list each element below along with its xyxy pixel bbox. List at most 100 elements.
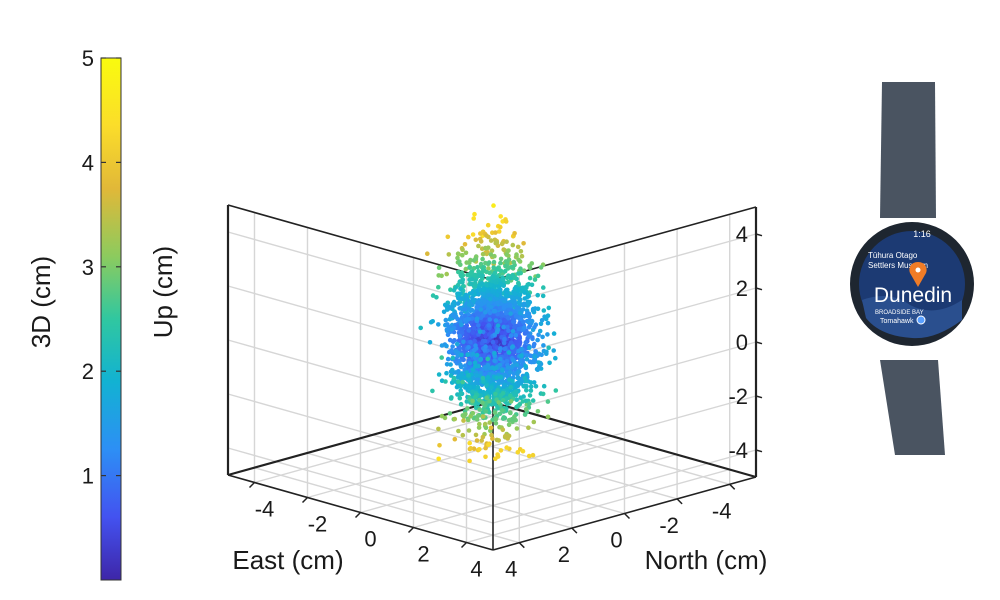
data-point xyxy=(494,375,499,381)
data-point xyxy=(478,261,484,267)
data-point xyxy=(487,420,493,425)
data-point xyxy=(447,337,453,343)
north-tick-mark xyxy=(407,526,415,534)
data-point xyxy=(484,282,489,288)
data-point xyxy=(481,321,486,327)
data-point xyxy=(476,425,482,430)
colorbar-tick-label: 4 xyxy=(82,150,94,175)
location-dot-icon xyxy=(916,315,926,325)
data-point xyxy=(523,407,529,412)
data-point xyxy=(510,358,516,363)
data-point xyxy=(462,317,468,323)
data-point xyxy=(472,360,478,366)
watch-strap-top xyxy=(880,82,936,218)
data-point xyxy=(477,329,483,335)
data-point xyxy=(520,448,526,454)
data-point xyxy=(436,372,442,377)
data-point xyxy=(505,315,511,321)
data-point xyxy=(472,272,478,278)
data-point xyxy=(494,329,500,335)
data-point xyxy=(503,433,509,439)
data-point xyxy=(531,344,536,349)
data-point xyxy=(504,396,509,401)
data-point xyxy=(467,264,473,270)
data-point xyxy=(459,311,464,316)
data-point xyxy=(522,375,528,381)
data-point xyxy=(450,301,456,307)
data-point xyxy=(544,349,549,355)
data-point xyxy=(533,384,539,389)
data-point xyxy=(430,293,436,298)
watch-street-label: Tomahawk xyxy=(880,318,914,325)
data-point xyxy=(436,456,442,462)
data-point xyxy=(508,393,513,399)
data-point xyxy=(493,230,498,235)
data-point xyxy=(462,363,468,369)
data-point xyxy=(501,305,507,311)
data-point xyxy=(516,257,521,263)
data-point xyxy=(511,319,516,324)
data-point xyxy=(533,322,539,328)
data-point xyxy=(477,421,482,427)
data-point xyxy=(531,359,537,365)
data-point xyxy=(522,325,527,331)
data-point xyxy=(508,340,514,345)
data-point xyxy=(504,259,510,265)
data-point xyxy=(517,342,522,348)
data-point xyxy=(470,290,475,295)
data-point xyxy=(545,320,551,326)
data-point xyxy=(468,308,473,313)
data-point xyxy=(473,281,478,287)
data-point xyxy=(483,409,489,414)
data-point xyxy=(530,452,536,458)
data-point xyxy=(481,414,486,419)
data-point xyxy=(488,238,494,243)
data-point xyxy=(521,384,526,389)
data-point xyxy=(499,241,505,247)
data-point xyxy=(501,324,506,330)
data-point xyxy=(506,248,511,253)
data-point xyxy=(448,362,453,367)
data-point xyxy=(474,417,480,422)
data-point xyxy=(479,438,485,443)
data-point xyxy=(507,370,513,375)
data-point xyxy=(492,253,497,259)
data-point xyxy=(495,311,500,317)
data-point xyxy=(488,296,493,302)
data-point xyxy=(455,291,460,297)
data-point xyxy=(459,330,465,336)
up-axis-ticks: 4 2 0 -2 -4 xyxy=(728,222,763,463)
data-point xyxy=(453,370,459,375)
data-point xyxy=(470,330,476,336)
data-point xyxy=(482,338,488,344)
plot-3d: 4 2 0 -2 -4 -4 -2 0 2 4 -4 -2 0 2 4 Up (cm) East (cm… xyxy=(148,203,767,582)
data-point xyxy=(502,346,508,352)
data-point xyxy=(481,287,486,293)
data-point xyxy=(545,332,550,337)
data-point xyxy=(485,375,491,380)
data-point xyxy=(506,422,512,428)
data-point xyxy=(535,292,540,298)
data-point xyxy=(460,379,466,385)
data-point xyxy=(454,341,460,347)
data-point xyxy=(476,272,482,278)
data-point xyxy=(488,425,494,431)
data-point xyxy=(503,263,508,269)
data-point xyxy=(512,275,518,281)
data-point xyxy=(478,239,484,244)
data-point xyxy=(497,319,503,324)
data-point xyxy=(474,438,480,443)
data-point xyxy=(513,389,519,394)
data-point xyxy=(488,282,493,288)
data-point xyxy=(483,310,488,315)
data-point xyxy=(531,419,537,425)
data-point xyxy=(512,231,517,236)
colorbar-tick-label: 5 xyxy=(82,46,94,71)
data-point xyxy=(462,307,468,312)
data-point xyxy=(506,273,511,279)
data-point xyxy=(527,393,533,398)
colorbar-gradient xyxy=(100,57,122,581)
data-point xyxy=(480,256,485,262)
data-point xyxy=(462,324,467,330)
